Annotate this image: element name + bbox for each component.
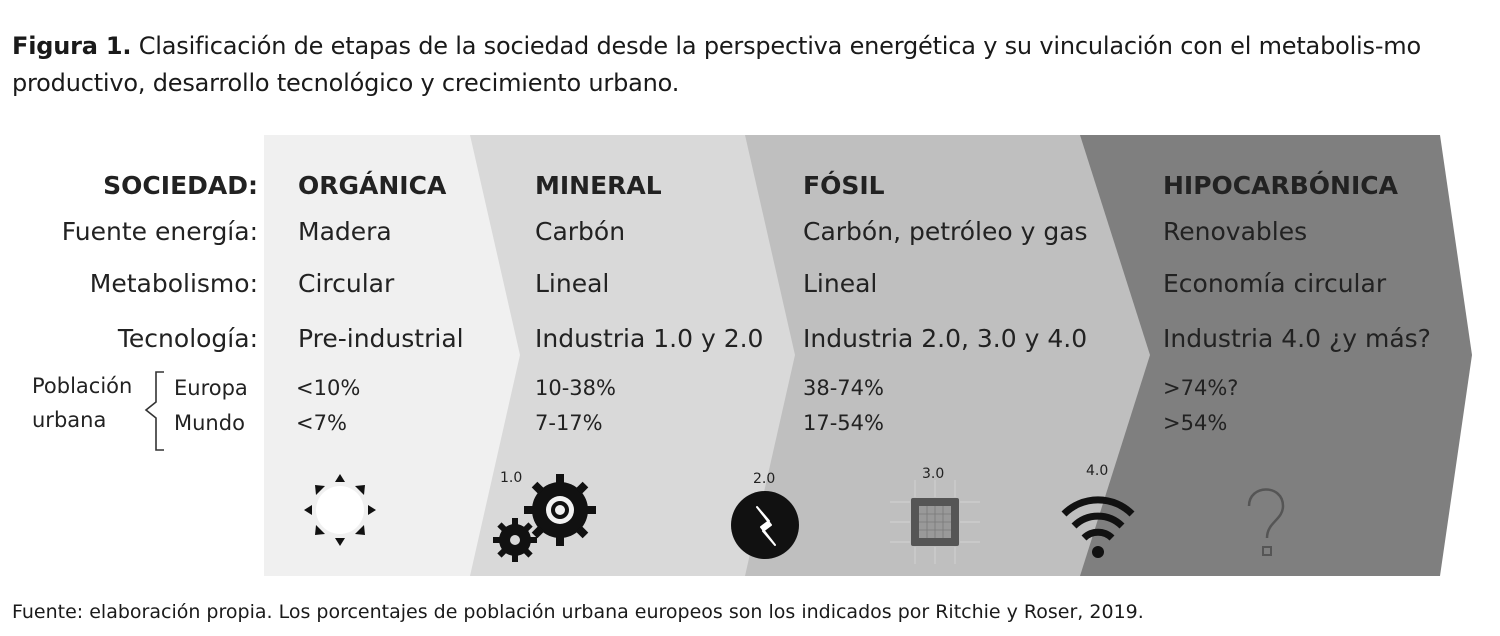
label-tecnologia: Tecnología: <box>117 324 258 353</box>
stage-metabolismo: Lineal <box>535 269 610 298</box>
label-poblacion: Población <box>32 374 133 398</box>
figure-caption: Figura 1. Clasificación de etapas de la … <box>12 28 1492 102</box>
chip-icon <box>890 480 980 564</box>
stage-name: ORGÁNICA <box>298 171 447 200</box>
stage-band-hipocarbonica <box>1000 135 1472 576</box>
stage-name: FÓSIL <box>803 171 885 200</box>
stage-fuente: Madera <box>298 217 392 246</box>
stage-metabolismo: Economía circular <box>1163 269 1387 298</box>
stage-europa: 38-74% <box>803 376 884 400</box>
stage-metabolismo: Circular <box>298 269 395 298</box>
stage-fuente: Carbón <box>535 217 626 246</box>
stage-tecnologia: Industria 2.0, 3.0 y 4.0 <box>803 324 1088 353</box>
stage-name: HIPOCARBÓNICA <box>1163 171 1398 200</box>
stage-tecnologia: Industria 1.0 y 2.0 <box>535 324 764 353</box>
figure-number: Figura 1. <box>12 32 132 60</box>
gears-icon <box>493 474 596 562</box>
stage-band-mineral <box>400 135 795 576</box>
stage-metabolismo: Lineal <box>803 269 878 298</box>
stage-mundo: 7-17% <box>535 411 603 435</box>
stage-europa: <10% <box>296 376 361 400</box>
icon-label-4-0: 4.0 <box>1086 463 1109 479</box>
figure-source-note: Fuente: elaboración propia. Los porcenta… <box>12 601 1144 623</box>
wifi-icon <box>1061 496 1135 558</box>
stage-mundo: >54% <box>1163 411 1228 435</box>
stage-mundo: <7% <box>296 411 347 435</box>
figure-caption-text: Clasificación de etapas de la sociedad d… <box>12 32 1421 97</box>
icon-label-2-0: 2.0 <box>753 471 776 487</box>
stage-band-fosil <box>700 135 1150 576</box>
poblacion-bracket <box>144 371 164 451</box>
label-urbana: urbana <box>32 408 107 432</box>
icon-label-3-0: 3.0 <box>922 466 945 482</box>
stage-tecnologia: Industria 4.0 ¿y más? <box>1163 324 1431 353</box>
stage-name: MINERAL <box>535 171 662 200</box>
stage-tecnologia: Pre-industrial <box>298 324 464 353</box>
stage-europa: 10-38% <box>535 376 616 400</box>
label-metabolismo: Metabolismo: <box>89 269 258 298</box>
label-sociedad: SOCIEDAD: <box>103 171 258 200</box>
sun-icon <box>304 474 376 546</box>
stage-fuente: Renovables <box>1163 217 1308 246</box>
stage-band-organica <box>264 135 520 576</box>
electricity-icon <box>731 491 799 559</box>
label-fuente-energia: Fuente energía: <box>61 217 258 246</box>
label-europa: Europa <box>174 376 248 400</box>
label-mundo: Mundo <box>174 411 245 435</box>
question-icon <box>1247 488 1285 556</box>
stage-fuente: Carbón, petróleo y gas <box>803 217 1088 246</box>
icon-label-1-0: 1.0 <box>500 470 523 486</box>
stage-europa: >74%? <box>1163 376 1239 400</box>
stage-mundo: 17-54% <box>803 411 884 435</box>
